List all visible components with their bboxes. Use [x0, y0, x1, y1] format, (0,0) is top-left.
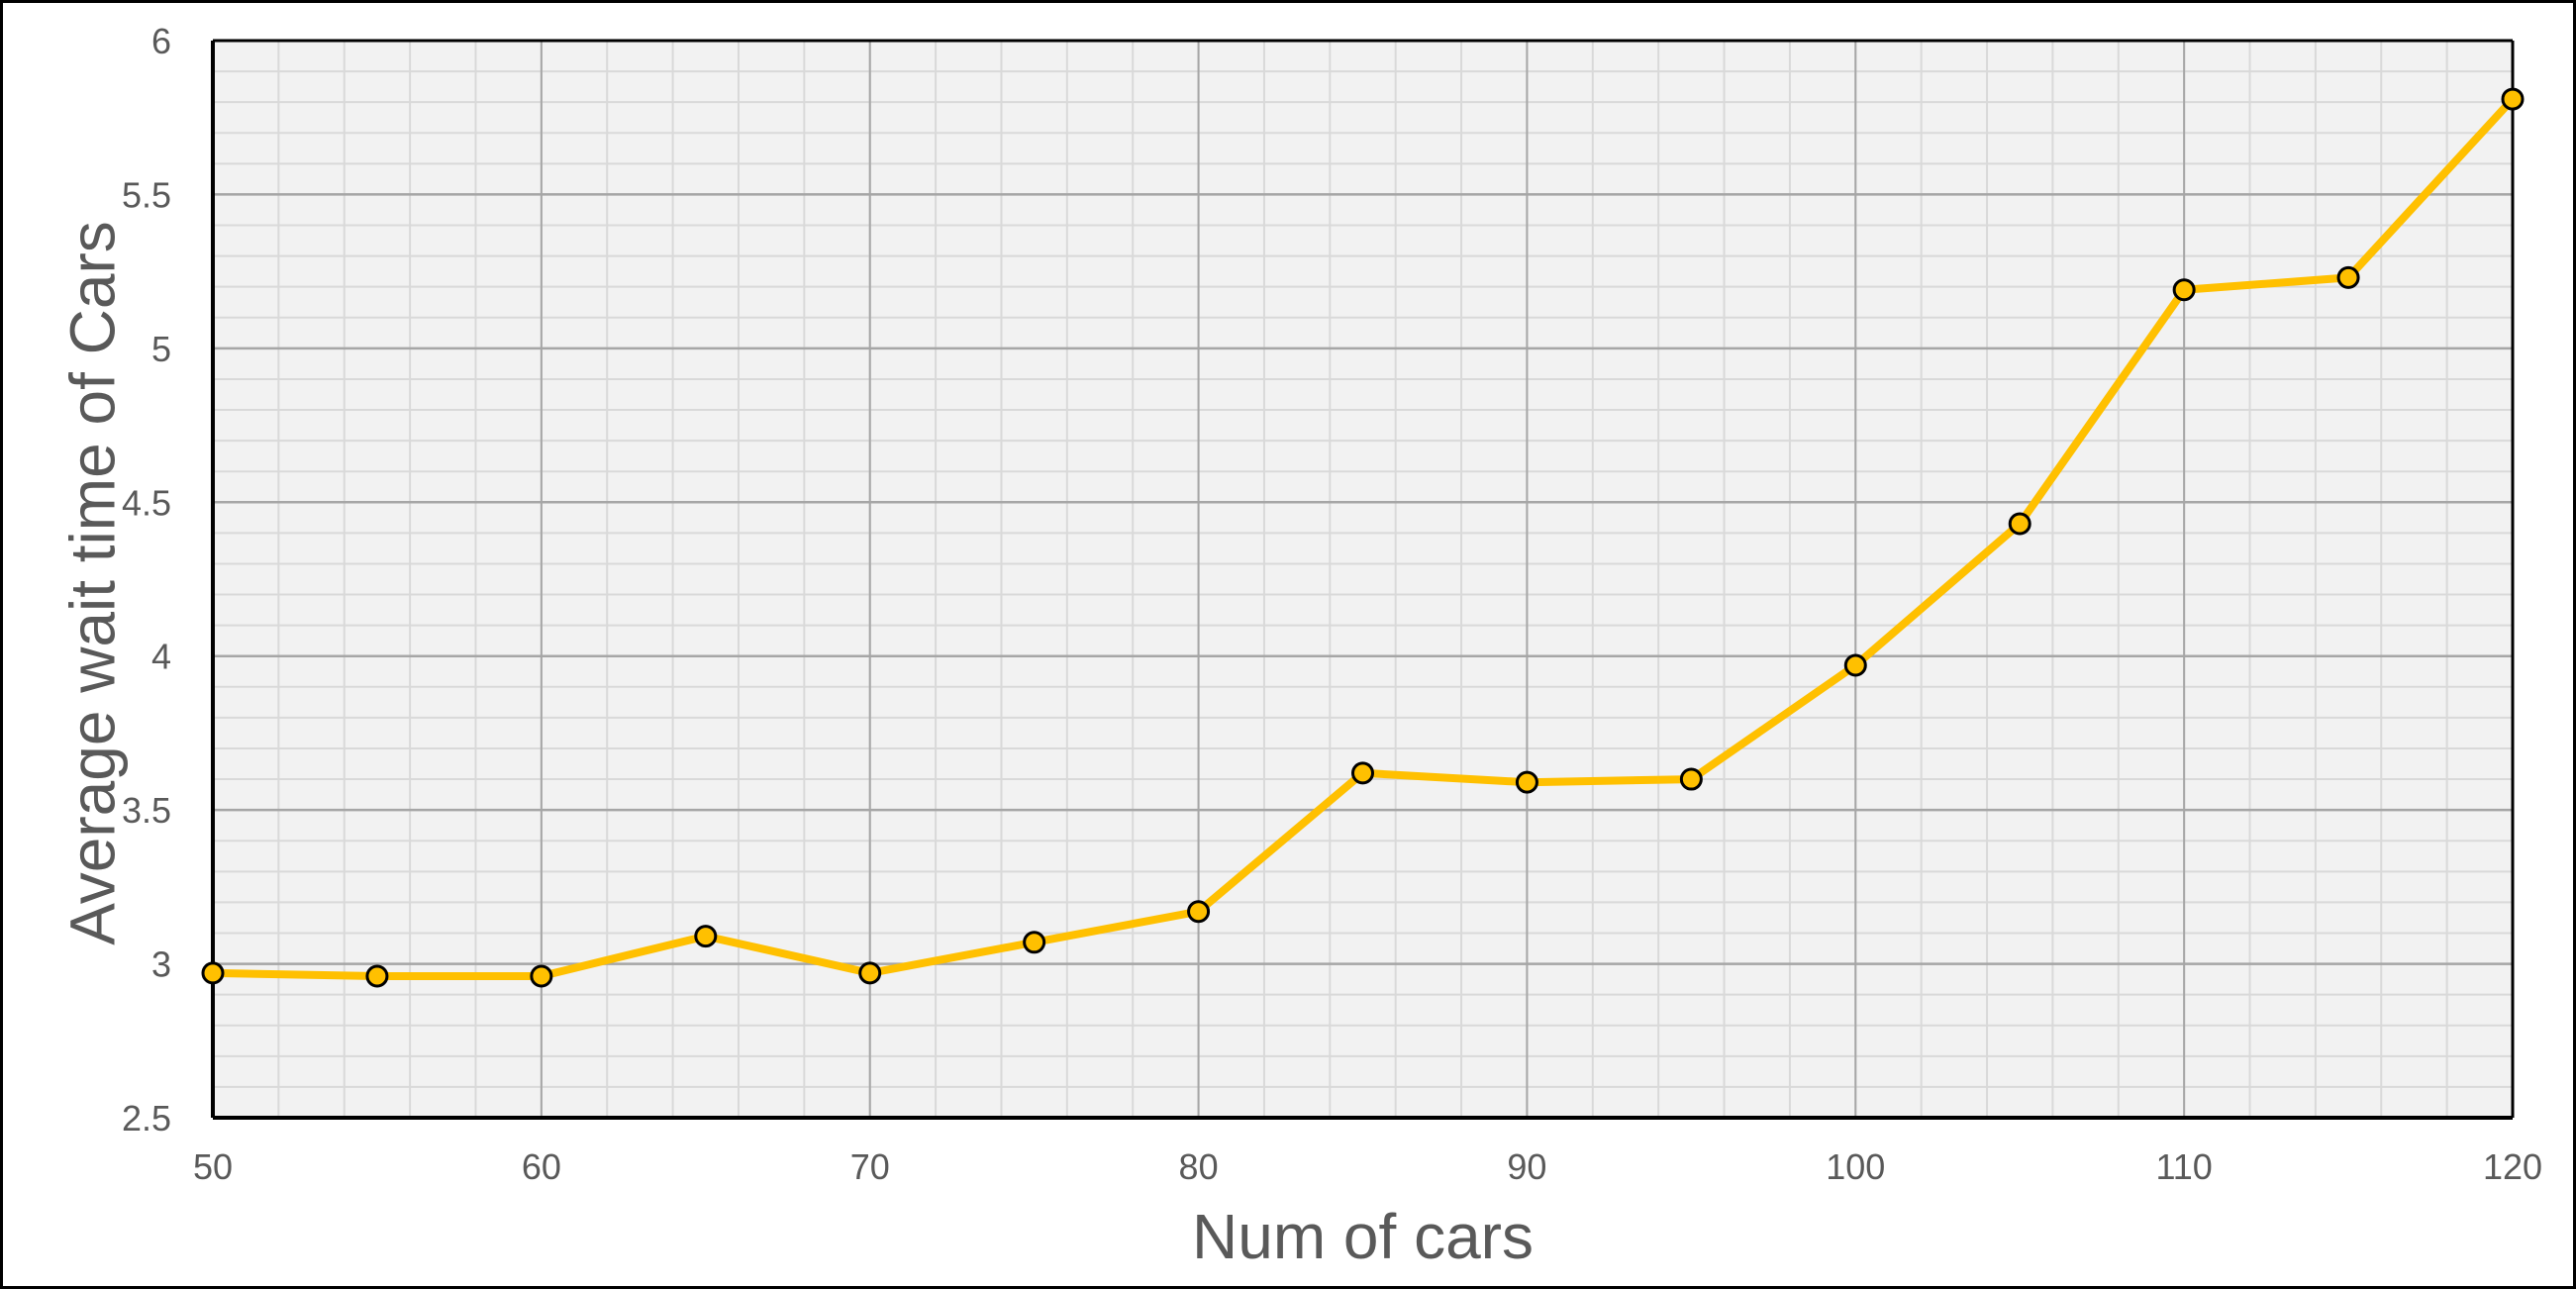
y-tick-labels: 2.5 3 3.5 4 4.5 5 5.5 6 [122, 21, 171, 1139]
data-point [1023, 931, 1046, 954]
plot-background [213, 41, 2513, 1118]
series-points [201, 87, 2525, 988]
y-tick-label: 2.5 [122, 1098, 171, 1139]
data-point [1679, 767, 1703, 791]
axes [211, 39, 2515, 1120]
y-tick-label: 4.5 [122, 482, 171, 523]
x-tick-label: 90 [1507, 1146, 1546, 1187]
x-tick-label: 100 [1826, 1146, 1885, 1187]
y-tick-label: 6 [151, 21, 171, 61]
x-tick-label: 70 [850, 1146, 890, 1187]
x-axis-title: Num of cars [1192, 1201, 1534, 1272]
y-tick-label: 3 [151, 944, 171, 985]
x-tick-label: 80 [1179, 1146, 1219, 1187]
data-point [530, 964, 553, 988]
x-tick-label: 60 [522, 1146, 561, 1187]
x-tick-labels: 50 60 70 80 90 100 110 120 [193, 1146, 2542, 1187]
y-tick-label: 5.5 [122, 174, 171, 215]
data-point [2008, 512, 2031, 536]
data-point [1843, 653, 1867, 677]
x-tick-label: 110 [2155, 1146, 2212, 1187]
data-point [1187, 900, 1211, 924]
data-point [1351, 761, 1374, 785]
data-point [2501, 87, 2525, 111]
data-point [2336, 265, 2360, 289]
y-tick-label: 4 [151, 637, 171, 677]
y-axis-title: Average wait time of Cars [56, 221, 128, 945]
data-point [1515, 770, 1538, 794]
data-point [201, 961, 225, 985]
data-point [858, 961, 882, 985]
chart-svg: 50 60 70 80 90 100 110 120 2.5 3 3.5 4 4.5 5 5.5 6 Num… [56, 21, 2542, 1272]
y-tick-label: 3.5 [122, 790, 171, 831]
x-tick-label: 120 [2483, 1146, 2542, 1187]
x-tick-label: 50 [193, 1146, 233, 1187]
data-point [2172, 278, 2196, 302]
data-point [694, 925, 718, 948]
y-tick-label: 5 [151, 329, 171, 369]
data-point [365, 964, 389, 988]
